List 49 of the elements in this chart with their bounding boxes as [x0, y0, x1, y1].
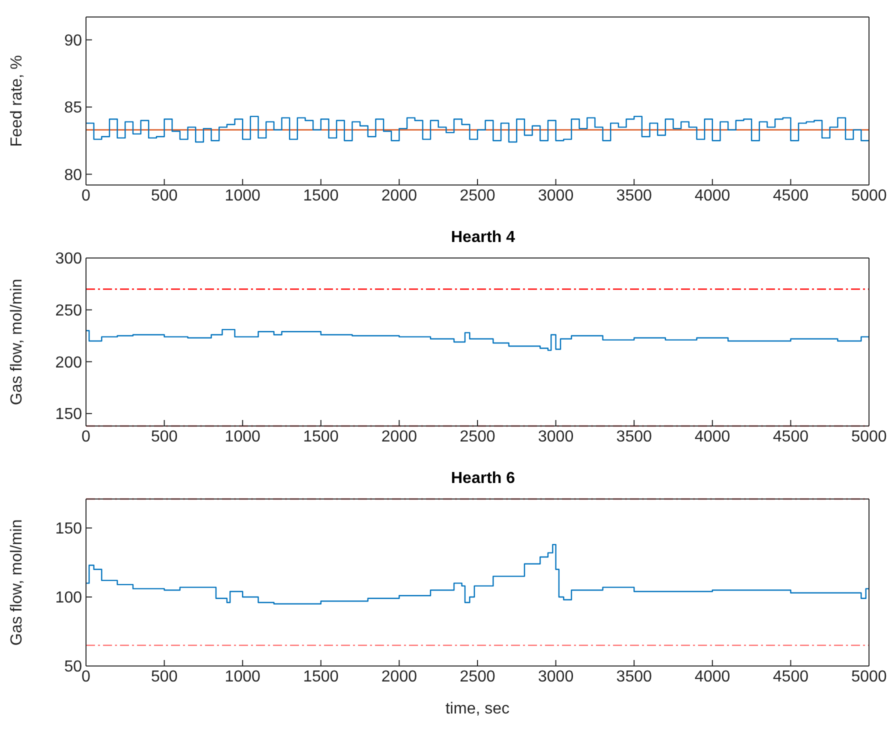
- x-tick-label: 4500: [772, 187, 809, 204]
- y-tick-label: 80: [64, 166, 82, 184]
- x-tick-label: 5000: [851, 187, 887, 204]
- x-tick-label: 1500: [303, 187, 339, 204]
- x-tick-label: 0: [82, 428, 91, 446]
- chart-title: Hearth 6: [450, 469, 516, 489]
- x-tick-label: 3000: [538, 668, 574, 686]
- y-tick-label: 85: [64, 100, 82, 117]
- y-tick-label: 200: [55, 354, 82, 372]
- x-tick-label: 0: [82, 668, 91, 686]
- x-tick-label: 0: [82, 187, 91, 204]
- x-tick-label: 5000: [851, 428, 887, 446]
- y-tick-label: 150: [55, 520, 82, 538]
- x-tick-label: 4500: [772, 428, 809, 446]
- y-axis-title: Gas flow, mol/min: [8, 519, 26, 646]
- x-tick-label: 3500: [616, 668, 652, 686]
- x-tick-label: 2000: [381, 428, 418, 446]
- y-tick-label: 300: [55, 250, 82, 268]
- x-tick-label: 4500: [772, 668, 809, 686]
- x-tick-label: 2000: [381, 187, 418, 204]
- x-tick-label: 4000: [694, 187, 730, 204]
- x-tick-label: 1000: [224, 668, 260, 686]
- x-tick-label: 500: [150, 668, 178, 686]
- x-tick-label: 2500: [460, 428, 496, 446]
- y-tick-label: 250: [55, 302, 82, 320]
- x-tick-label: 4000: [694, 428, 730, 446]
- y-tick-label: 150: [55, 406, 82, 424]
- x-tick-label: 3000: [538, 428, 574, 446]
- x-tick-label: 2500: [460, 668, 496, 686]
- y-axis-title: Feed rate, %: [8, 55, 26, 147]
- x-tick-label: 500: [150, 428, 178, 446]
- x-tick-label: 4000: [694, 668, 730, 686]
- chart-title: Hearth 4: [450, 228, 516, 248]
- y-tick-label: 100: [55, 590, 82, 607]
- x-axis-title: time, sec: [445, 700, 510, 718]
- y-axis-title: Gas flow, mol/min: [8, 278, 26, 406]
- x-tick-label: 500: [150, 187, 178, 204]
- x-tick-label: 2000: [381, 668, 418, 686]
- y-tick-label: 50: [64, 658, 82, 676]
- x-tick-label: 5000: [851, 668, 887, 686]
- x-tick-label: 1000: [224, 187, 260, 204]
- x-tick-label: 1500: [303, 428, 339, 446]
- x-tick-label: 3500: [616, 428, 652, 446]
- x-tick-label: 3500: [616, 187, 652, 204]
- x-tick-label: 2500: [460, 187, 496, 204]
- x-tick-label: 1500: [303, 668, 339, 686]
- x-tick-label: 3000: [538, 187, 574, 204]
- x-tick-label: 1000: [224, 428, 260, 446]
- y-tick-label: 90: [64, 32, 82, 50]
